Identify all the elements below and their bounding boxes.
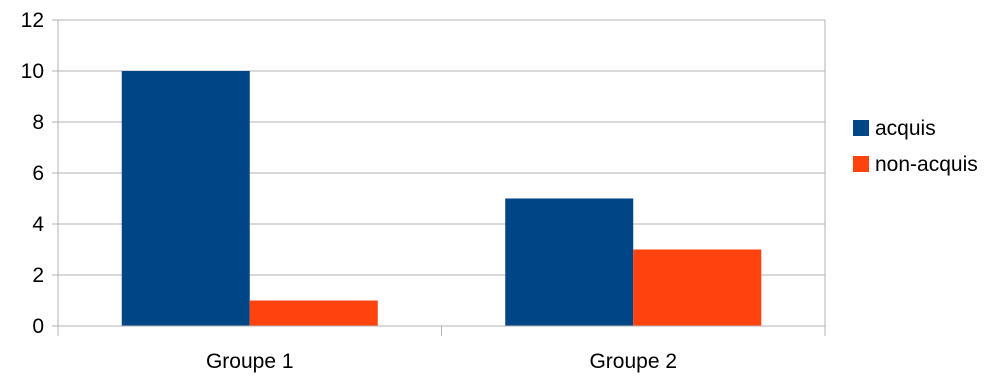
bar-acquis-groupe-2 bbox=[505, 198, 634, 326]
legend-label-non-acquis: non-acquis bbox=[875, 153, 978, 176]
legend: acquis non-acquis bbox=[853, 117, 978, 176]
x-category-label: Groupe 1 bbox=[206, 350, 294, 373]
y-tick-label: 2 bbox=[32, 264, 44, 287]
bar-non-acquis-groupe-1 bbox=[249, 300, 378, 326]
y-tick-label: 6 bbox=[32, 162, 44, 185]
y-tick-label: 4 bbox=[32, 213, 44, 236]
y-tick-label: 12 bbox=[21, 9, 44, 32]
bar-non-acquis-groupe-2 bbox=[633, 249, 762, 326]
x-category-label: Groupe 2 bbox=[589, 350, 677, 373]
legend-swatch-acquis bbox=[853, 120, 869, 136]
y-tick-label: 8 bbox=[32, 111, 44, 134]
y-tick-label: 0 bbox=[32, 315, 44, 338]
legend-swatch-non-acquis bbox=[853, 156, 869, 172]
y-tick-label: 10 bbox=[21, 60, 44, 83]
bar-acquis-groupe-1 bbox=[121, 71, 250, 326]
bar-layer bbox=[121, 71, 762, 326]
axis-layer: 0 2 4 6 8 10 12 Groupe 1 Groupe 2 bbox=[21, 9, 826, 373]
legend-label-acquis: acquis bbox=[875, 117, 936, 140]
